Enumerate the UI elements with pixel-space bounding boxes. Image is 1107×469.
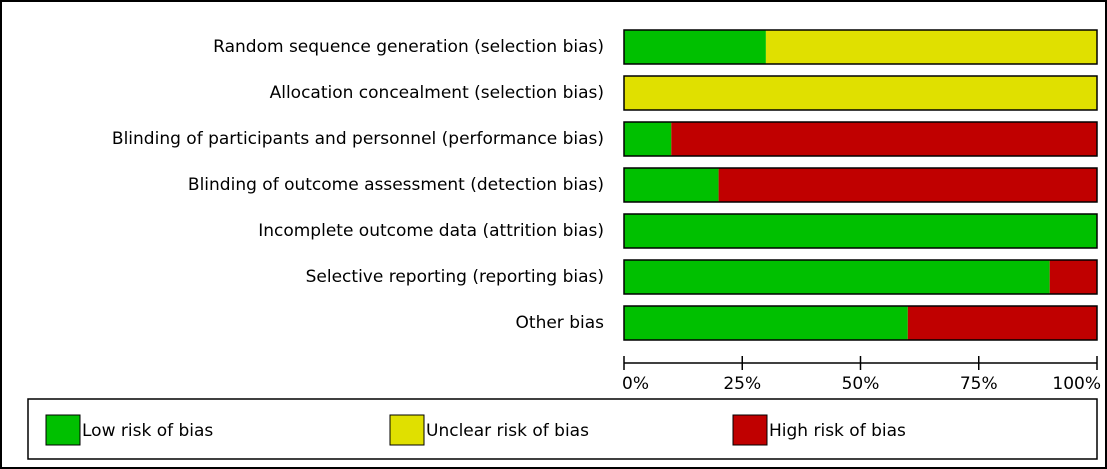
bar-segment [624, 122, 672, 156]
x-tick-label: 75% [960, 374, 998, 394]
bar-outline [623, 259, 1098, 295]
bar-segment [624, 30, 766, 64]
bar-segment [907, 306, 1097, 340]
bar-outline [623, 121, 1098, 157]
bar-segment [624, 214, 1097, 248]
legend-box [27, 398, 1098, 460]
category-label: Other bias [516, 313, 605, 333]
category-label: Blinding of outcome assessment (detectio… [188, 175, 604, 195]
category-label: Incomplete outcome data (attrition bias) [258, 221, 604, 241]
category-label: Selective reporting (reporting bias) [306, 267, 604, 287]
bar-outline [623, 29, 1098, 65]
bar-segment [671, 122, 1097, 156]
x-tick-label: 0% [622, 374, 649, 394]
legend-swatch [45, 414, 81, 446]
bar-outline [623, 213, 1098, 249]
bar-segment [624, 306, 908, 340]
legend-swatch [389, 414, 425, 446]
x-tick-label: 25% [723, 374, 761, 394]
bar-segment [1049, 260, 1097, 294]
bar-segment [624, 168, 719, 202]
bar-outline [623, 305, 1098, 341]
bar-segment [624, 76, 1097, 110]
category-label: Blinding of participants and personnel (… [112, 129, 604, 149]
legend-swatch [732, 414, 768, 446]
category-label: Random sequence generation (selection bi… [213, 37, 604, 57]
legend-label: High risk of bias [769, 421, 906, 441]
bar-segment [624, 260, 1050, 294]
bar-outline [623, 75, 1098, 111]
bar-segment [765, 30, 1097, 64]
category-label: Allocation concealment (selection bias) [270, 83, 604, 103]
bar-outline [623, 167, 1098, 203]
x-tick-label: 100% [1052, 374, 1101, 394]
bar-segment [718, 168, 1097, 202]
legend-label: Unclear risk of bias [426, 421, 589, 441]
legend-label: Low risk of bias [82, 421, 213, 441]
x-tick-label: 50% [842, 374, 880, 394]
